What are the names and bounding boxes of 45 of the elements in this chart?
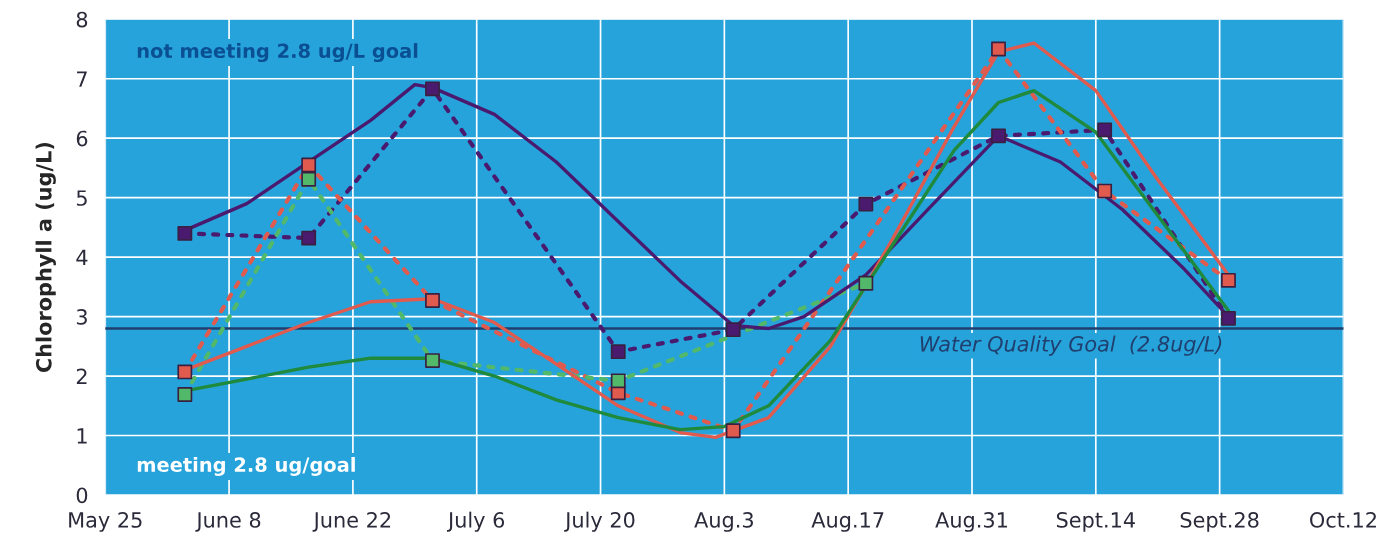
point — [425, 293, 440, 308]
y-tick-label: 5 — [76, 190, 87, 206]
point — [991, 128, 1006, 144]
x-tick-label: Aug.17 — [811, 512, 884, 532]
point — [425, 353, 440, 369]
x-tick-label: June 22 — [312, 512, 391, 532]
x-tick-label: Sept.14 — [1056, 512, 1135, 532]
point — [725, 322, 741, 338]
x-tick-label: Aug.31 — [935, 512, 1007, 532]
x-tick-label: May 25 — [69, 512, 142, 532]
point — [177, 387, 193, 402]
y-tick-label: 7 — [77, 71, 87, 87]
point — [1221, 272, 1236, 288]
y-tick-label: 4 — [76, 249, 88, 266]
point — [1221, 310, 1236, 326]
point — [610, 344, 626, 360]
x-tick-label: July 20 — [564, 511, 635, 532]
point — [177, 225, 193, 241]
y-tick-label: 3 — [76, 309, 87, 325]
y-tick-label: 1 — [77, 428, 87, 444]
ref-line-label: Water Quality Goal (2.8ug/L) — [920, 335, 1222, 356]
y-tick-label: 0 — [76, 487, 88, 504]
point — [858, 275, 874, 291]
point — [177, 364, 193, 380]
point — [858, 196, 874, 212]
point — [1097, 183, 1113, 199]
x-tick-label: Sept.28 — [1180, 512, 1259, 532]
point — [725, 423, 741, 439]
y-tick-label: 8 — [76, 11, 88, 28]
point — [301, 171, 317, 187]
x-tick-label: June 8 — [195, 512, 261, 532]
x-tick-label: Oct.12 — [1310, 512, 1376, 528]
annotation: not meeting 2.8 ug/L goal — [137, 43, 418, 63]
point — [301, 230, 317, 246]
x-tick-label: Aug.3 — [694, 512, 753, 532]
x-tick-label: July 6 — [446, 511, 505, 532]
point — [991, 41, 1006, 57]
point — [610, 373, 626, 389]
y-tick-label: 6 — [76, 130, 88, 147]
point — [301, 157, 317, 173]
y-tick-label: 2 — [76, 368, 87, 384]
point — [1097, 122, 1113, 138]
y-axis-title: Chlorophyll a (ug/L) — [35, 142, 56, 373]
annotation: meeting 2.8 ug/goal — [137, 456, 355, 476]
point — [425, 81, 440, 97]
